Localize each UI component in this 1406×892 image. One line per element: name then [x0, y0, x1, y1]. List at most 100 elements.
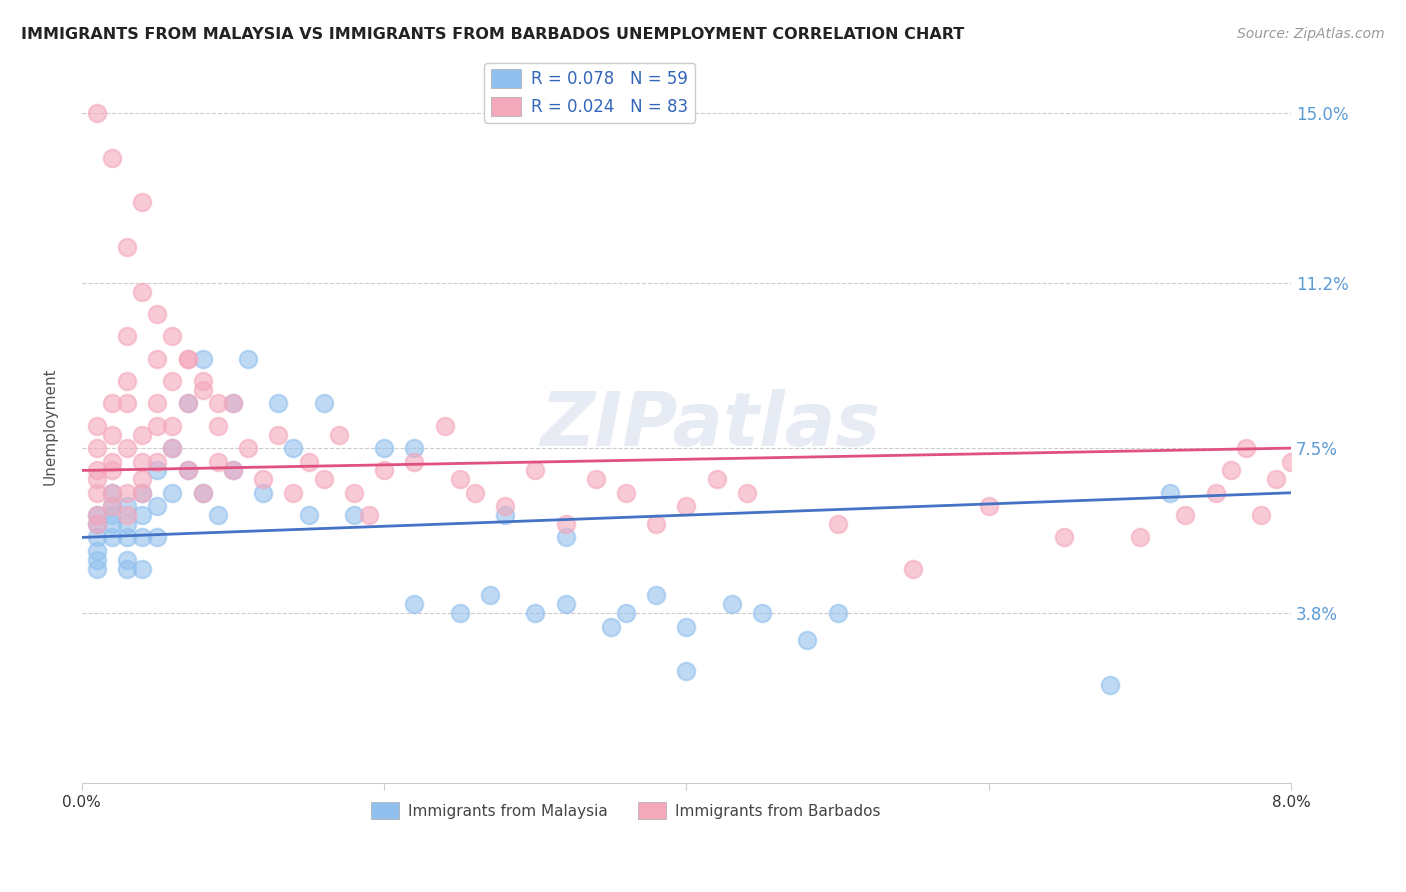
Point [131, 508, 153, 522]
Point [267, 427, 290, 442]
Point [207, 454, 229, 468]
Point [115, 562, 138, 576]
Point [131, 285, 153, 299]
Point [101, 427, 124, 442]
Point [373, 441, 395, 455]
Legend: Immigrants from Malaysia, Immigrants from Barbados: Immigrants from Malaysia, Immigrants fro… [366, 796, 887, 825]
Point [115, 240, 138, 254]
Point [222, 396, 245, 410]
Point [115, 553, 138, 567]
Point [101, 463, 124, 477]
Point [706, 472, 728, 486]
Point [977, 499, 1000, 513]
Point [827, 607, 849, 621]
Point [252, 485, 274, 500]
Point [1219, 463, 1241, 477]
Point [115, 530, 138, 544]
Point [207, 396, 229, 410]
Point [645, 516, 668, 531]
Point [267, 396, 290, 410]
Point [146, 396, 169, 410]
Point [146, 351, 169, 366]
Point [524, 607, 547, 621]
Point [115, 441, 138, 455]
Point [494, 508, 516, 522]
Point [524, 463, 547, 477]
Point [1265, 472, 1288, 486]
Point [1159, 485, 1181, 500]
Point [191, 383, 214, 397]
Point [404, 598, 426, 612]
Point [86, 553, 108, 567]
Y-axis label: Unemployment: Unemployment [44, 367, 58, 484]
Point [554, 516, 576, 531]
Point [86, 472, 108, 486]
Point [433, 418, 456, 433]
Point [101, 530, 124, 544]
Point [827, 516, 849, 531]
Point [191, 485, 214, 500]
Point [176, 396, 198, 410]
Point [146, 530, 169, 544]
Point [343, 508, 366, 522]
Point [478, 589, 501, 603]
Point [162, 485, 184, 500]
Point [283, 485, 305, 500]
Point [903, 562, 925, 576]
Point [115, 374, 138, 388]
Point [101, 508, 124, 522]
Point [86, 106, 108, 120]
Point [191, 485, 214, 500]
Point [599, 620, 621, 634]
Point [297, 508, 319, 522]
Point [343, 485, 366, 500]
Point [115, 329, 138, 343]
Point [751, 607, 773, 621]
Point [312, 472, 335, 486]
Point [1279, 454, 1302, 468]
Point [101, 151, 124, 165]
Point [236, 441, 259, 455]
Point [404, 441, 426, 455]
Point [404, 454, 426, 468]
Point [328, 427, 350, 442]
Point [101, 485, 124, 500]
Point [162, 441, 184, 455]
Text: Source: ZipAtlas.com: Source: ZipAtlas.com [1237, 27, 1385, 41]
Point [101, 516, 124, 531]
Point [721, 598, 744, 612]
Point [131, 562, 153, 576]
Point [554, 530, 576, 544]
Point [207, 418, 229, 433]
Point [176, 463, 198, 477]
Point [146, 454, 169, 468]
Point [283, 441, 305, 455]
Text: ZIPatlas: ZIPatlas [541, 389, 880, 462]
Point [312, 396, 335, 410]
Point [86, 441, 108, 455]
Point [645, 589, 668, 603]
Point [222, 463, 245, 477]
Point [162, 441, 184, 455]
Point [131, 427, 153, 442]
Point [191, 374, 214, 388]
Point [207, 508, 229, 522]
Point [675, 665, 697, 679]
Point [554, 598, 576, 612]
Point [494, 499, 516, 513]
Point [297, 454, 319, 468]
Point [131, 454, 153, 468]
Point [1205, 485, 1227, 500]
Point [464, 485, 486, 500]
Point [1250, 508, 1272, 522]
Point [101, 396, 124, 410]
Text: IMMIGRANTS FROM MALAYSIA VS IMMIGRANTS FROM BARBADOS UNEMPLOYMENT CORRELATION CH: IMMIGRANTS FROM MALAYSIA VS IMMIGRANTS F… [21, 27, 965, 42]
Point [1234, 441, 1257, 455]
Point [162, 374, 184, 388]
Point [86, 544, 108, 558]
Point [131, 195, 153, 210]
Point [86, 530, 108, 544]
Point [86, 516, 108, 531]
Point [1129, 530, 1152, 544]
Point [101, 485, 124, 500]
